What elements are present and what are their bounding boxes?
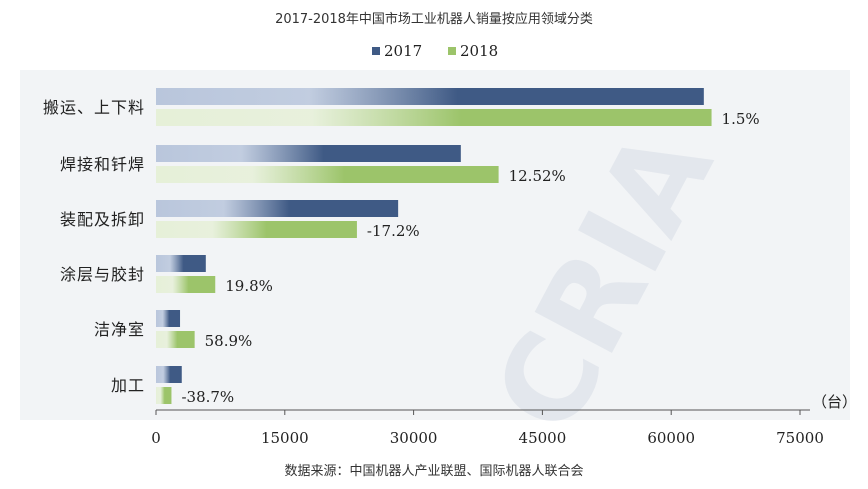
plot-area xyxy=(20,70,850,420)
bar-2018-2 xyxy=(156,221,357,238)
growth-label: 12.52% xyxy=(509,167,566,185)
growth-label: 1.5% xyxy=(722,110,760,128)
category-label: 涂层与胶封 xyxy=(60,265,145,284)
bar-2017-5 xyxy=(156,366,182,383)
x-tick-label: 30000 xyxy=(390,429,438,447)
x-tick-label: 75000 xyxy=(776,429,824,447)
bar-2017-0 xyxy=(156,88,704,105)
growth-label: 19.8% xyxy=(225,277,273,295)
watermark-logo: CRIA xyxy=(468,108,740,454)
category-label: 加工 xyxy=(111,376,145,395)
x-tick-label: 0 xyxy=(151,429,161,447)
bar-2018-0 xyxy=(156,109,712,126)
bar-2018-1 xyxy=(156,166,499,183)
chart-source: 数据来源：中国机器人产业联盟、国际机器人联合会 xyxy=(284,464,584,479)
bar-2018-4 xyxy=(156,331,195,348)
growth-label: 58.9% xyxy=(205,332,253,350)
bar-2018-3 xyxy=(156,276,216,293)
x-tick-label: 60000 xyxy=(647,429,695,447)
bar-2017-4 xyxy=(156,310,181,327)
bar-2017-2 xyxy=(156,200,399,217)
x-tick-label: 45000 xyxy=(519,429,567,447)
x-tick-label: 15000 xyxy=(261,429,309,447)
bar-2017-1 xyxy=(156,145,461,162)
unit-label: （台） xyxy=(812,393,857,411)
chart-title: 2017-2018年中国市场工业机器人销量按应用领域分类 xyxy=(275,12,593,27)
growth-label: -17.2% xyxy=(367,222,420,240)
bar-2017-3 xyxy=(156,255,206,272)
category-label: 搬运、上下料 xyxy=(43,98,145,117)
legend-label-2017: 2017 xyxy=(384,42,422,60)
legend-swatch-2018 xyxy=(448,47,456,55)
category-label: 装配及拆卸 xyxy=(60,210,145,229)
bar-2018-5 xyxy=(156,387,172,404)
category-label: 焊接和钎焊 xyxy=(60,155,145,174)
legend-label-2018: 2018 xyxy=(460,42,498,60)
category-label: 洁净室 xyxy=(94,320,145,339)
growth-label: -38.7% xyxy=(181,388,234,406)
legend-swatch-2017 xyxy=(372,47,380,55)
